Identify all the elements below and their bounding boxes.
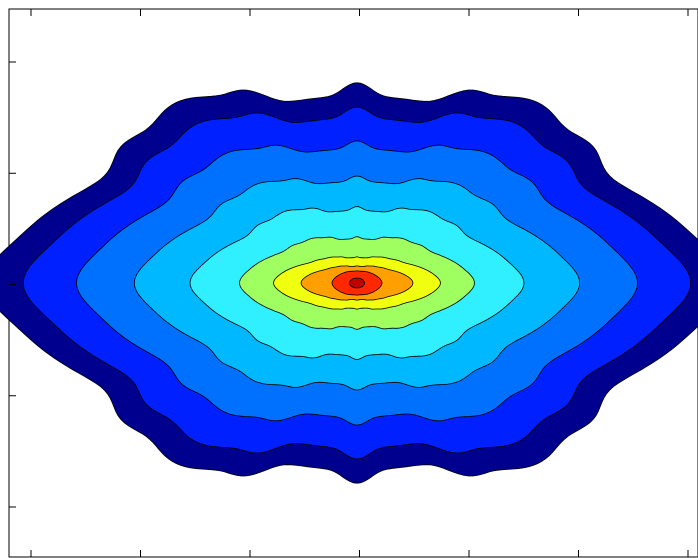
contour-level-10 <box>348 277 366 289</box>
axis-ticks <box>9 9 689 557</box>
contour-layers <box>0 82 698 484</box>
